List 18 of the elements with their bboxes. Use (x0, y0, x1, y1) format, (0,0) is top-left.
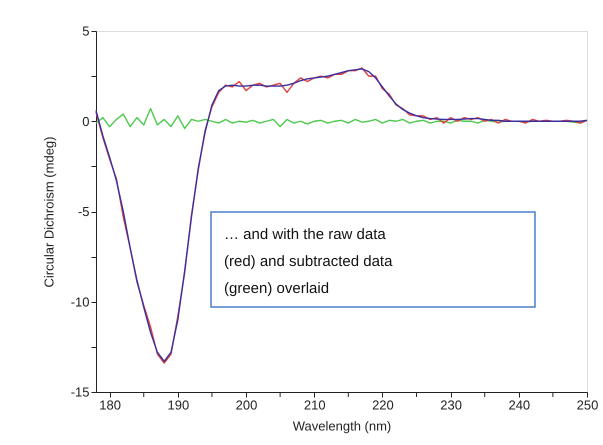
annotation: … and with the raw data (224, 226, 386, 243)
x-tick-label: 190 (167, 398, 190, 412)
x-axis-title: Wavelength (nm) (292, 418, 392, 434)
y-axis-title: Circular Dichroism (mdeg) (42, 136, 57, 288)
x-tick-label: 230 (440, 398, 462, 412)
y-tick-label: -5 (78, 204, 90, 219)
annotation: (green) overlaid (224, 280, 330, 297)
y-tick-label: -10 (70, 294, 90, 310)
y-tick-label: -15 (70, 384, 90, 400)
y-tick-label: 5 (82, 24, 90, 38)
x-tick-label: 250 (576, 398, 598, 412)
x-tick-label: 240 (508, 398, 530, 412)
annotation: (red) and subtracted data (224, 253, 394, 270)
x-tick-label: 200 (236, 398, 258, 412)
y-tick-label: 0 (82, 114, 90, 129)
x-tick-label: 210 (304, 398, 326, 412)
x-tick-label: 220 (372, 398, 394, 412)
x-tick-label: 180 (99, 398, 121, 412)
